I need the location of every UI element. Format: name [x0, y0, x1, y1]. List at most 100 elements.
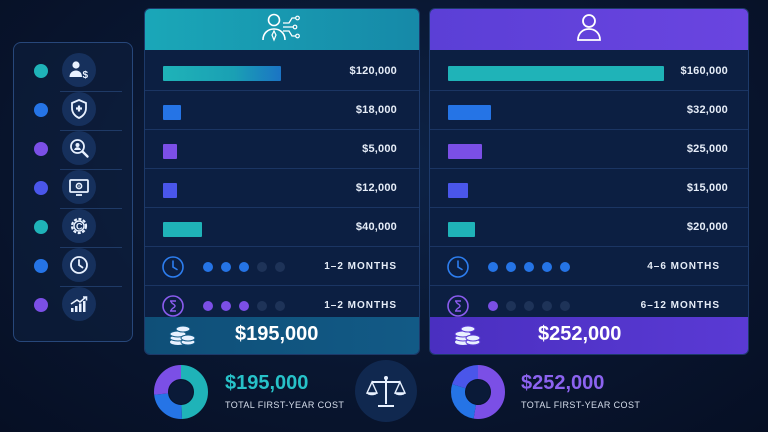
ai-person-icon [259, 11, 305, 48]
ramp-time-label: 1–2 MONTHS [324, 300, 397, 311]
rating-dot [275, 262, 285, 272]
sidebar-item-setup-time[interactable] [14, 247, 132, 287]
setup-time-label: 4–6 MONTHS [647, 261, 720, 272]
option-b-header [430, 9, 748, 50]
ramp-time-row: 1–2 MONTHS [145, 287, 419, 325]
cost-bar [448, 222, 475, 237]
cost-bar [163, 183, 177, 198]
clock-icon [161, 255, 185, 279]
rating-dot [542, 262, 552, 272]
sidebar-dot [34, 259, 48, 273]
option-a-total: $195,000 [235, 323, 319, 345]
cost-row: $20,000 [430, 209, 748, 247]
clock-icon [62, 248, 96, 282]
option-b-donut [449, 363, 507, 421]
cost-bar [448, 66, 664, 81]
sidebar-item-operations[interactable]: C [14, 208, 132, 248]
cost-amount: $25,000 [686, 143, 728, 155]
cost-row: $32,000 [430, 92, 748, 130]
category-sidebar: $ C [13, 42, 133, 342]
cost-row: $40,000 [145, 209, 419, 247]
divider [60, 208, 122, 209]
divider [60, 91, 122, 92]
option-b-summary-value: $252,000 [521, 372, 605, 394]
sidebar-dot [34, 181, 48, 195]
rating-dot [257, 301, 267, 311]
sidebar-item-insurance[interactable] [14, 91, 132, 131]
rating-dot [524, 262, 534, 272]
svg-text:C: C [76, 222, 83, 232]
cost-row: $5,000 [145, 131, 419, 169]
option-b-total-bar: $252,000 [430, 317, 748, 354]
cost-bar [163, 144, 177, 159]
person-icon [574, 12, 604, 47]
divider [60, 130, 122, 131]
option-a-summary-value: $195,000 [225, 372, 309, 394]
divider [60, 286, 122, 287]
sidebar-item-equipment[interactable] [14, 169, 132, 209]
cost-bar [448, 144, 482, 159]
ramp-time-row: 6–12 MONTHS [430, 287, 748, 325]
sidebar-dot [34, 220, 48, 234]
rating-dot [560, 301, 570, 311]
rating-dot [221, 262, 231, 272]
sidebar-dot [34, 142, 48, 156]
cost-amount: $32,000 [686, 104, 728, 116]
option-b-total: $252,000 [538, 323, 622, 345]
rating-dot [542, 301, 552, 311]
setup-time-row: 4–6 MONTHS [430, 248, 748, 286]
option-b-summary-label: TOTAL FIRST-YEAR COST [521, 400, 641, 410]
clock-icon [446, 255, 470, 279]
cost-row: $25,000 [430, 131, 748, 169]
ramp-time-rating [488, 301, 570, 311]
option-a-donut [152, 363, 210, 421]
rating-dot [221, 301, 231, 311]
sidebar-item-ramp-up[interactable] [14, 286, 132, 324]
cost-amount: $15,000 [686, 182, 728, 194]
sidebar-dot [34, 298, 48, 312]
rating-dot [506, 262, 516, 272]
hourglass-chart-icon [161, 294, 185, 318]
setup-time-label: 1–2 MONTHS [324, 261, 397, 272]
balance-scale-icon [355, 360, 417, 422]
rating-dot [257, 262, 267, 272]
cost-row: $120,000 [145, 53, 419, 91]
cost-bar [163, 105, 181, 120]
rating-dot [506, 301, 516, 311]
coins-icon [167, 322, 197, 348]
sidebar-item-salary[interactable]: $ [14, 52, 132, 92]
ramp-time-label: 6–12 MONTHS [640, 300, 720, 311]
cost-amount: $12,000 [355, 182, 397, 194]
cost-row: $18,000 [145, 92, 419, 130]
rating-dot [203, 301, 213, 311]
cost-bar [163, 222, 202, 237]
rating-dot [203, 262, 213, 272]
setup-time-rating [203, 262, 285, 272]
shield-plus-icon [62, 92, 96, 126]
rating-dot [275, 301, 285, 311]
rating-dot [560, 262, 570, 272]
hourglass-chart-icon [446, 294, 470, 318]
divider [60, 247, 122, 248]
cost-bar [448, 105, 491, 120]
divider [60, 169, 122, 170]
rating-dot [239, 301, 249, 311]
user-dollar-icon: $ [62, 53, 96, 87]
cost-amount: $40,000 [355, 221, 397, 233]
cost-amount: $120,000 [349, 65, 397, 77]
sidebar-dot [34, 103, 48, 117]
setup-time-row: 1–2 MONTHS [145, 248, 419, 286]
monitor-gear-icon [62, 170, 96, 204]
cost-bar [448, 183, 468, 198]
cost-row: $15,000 [430, 170, 748, 208]
sidebar-item-recruiting[interactable] [14, 130, 132, 170]
rating-dot [524, 301, 534, 311]
gear-c-icon: C [62, 209, 96, 243]
option-a-total-bar: $195,000 [145, 317, 419, 354]
cost-amount: $160,000 [680, 65, 728, 77]
rating-dot [488, 262, 498, 272]
option-a-panel: $120,000 $18,000 $5,000 $12,000 $40,000 … [144, 8, 420, 355]
option-a-header [145, 9, 419, 50]
svg-text:$: $ [83, 70, 89, 81]
option-a-summary-label: TOTAL FIRST-YEAR COST [225, 400, 345, 410]
